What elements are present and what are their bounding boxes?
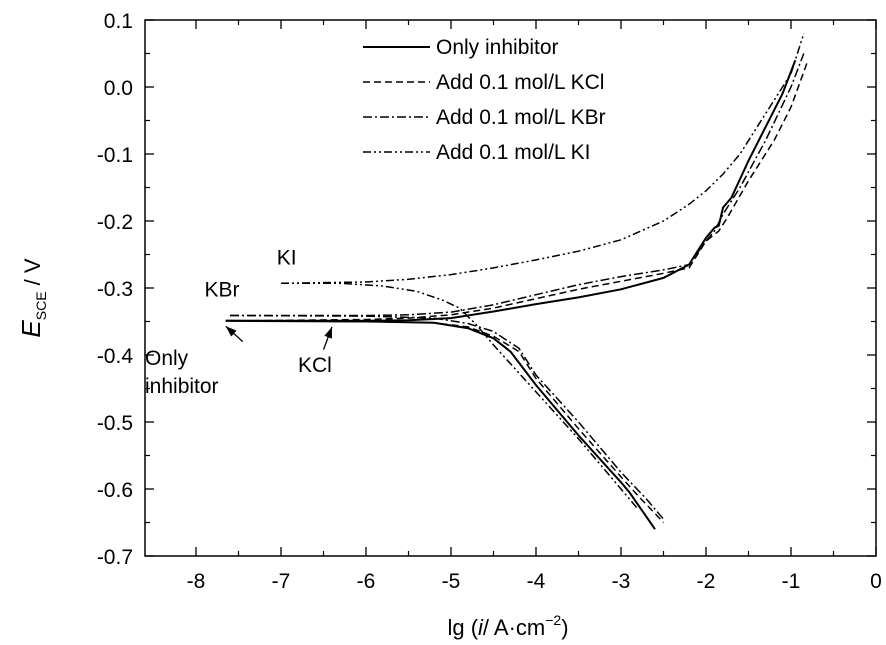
y-tick-label: -0.3	[97, 278, 133, 301]
legend-label: Add 0.1 mol/L KI	[436, 141, 590, 164]
series-line-cathodic	[229, 314, 665, 520]
series-line-cathodic	[225, 319, 656, 530]
annotation-label: Only inhibitor	[145, 347, 219, 398]
y-tick-label: 0.1	[104, 10, 133, 33]
plot-frame	[144, 19, 877, 557]
x-tick-label: -6	[357, 570, 376, 593]
legend-label: Only inhibitor	[436, 36, 559, 59]
series-4	[280, 33, 805, 510]
x-tick-label: -4	[527, 570, 546, 593]
y-tick-label: -0.6	[97, 479, 133, 502]
annotation-label: KCl	[298, 354, 332, 377]
annotation-label: KBr	[205, 279, 240, 302]
series-line-anodic	[242, 59, 809, 322]
series-1	[225, 59, 797, 530]
y-tick-label: -0.7	[97, 546, 133, 569]
annotation-arrowhead	[225, 326, 237, 337]
series-line-cathodic	[242, 320, 665, 524]
y-tick-label: -0.4	[97, 345, 134, 368]
series-group	[225, 33, 809, 530]
x-axis-title: lg (i/ A·cm−2)	[447, 612, 568, 640]
series-line-anodic	[225, 59, 797, 322]
x-tick-label: -7	[272, 570, 291, 593]
legend-label: Add 0.1 mol/L KBr	[436, 106, 606, 129]
series-3	[229, 53, 805, 520]
series-line-anodic	[280, 33, 805, 285]
annotations: KI KBr KCl Only inhibitor	[145, 247, 333, 398]
x-tick-label: -2	[697, 570, 716, 593]
y-tick-label: -0.1	[97, 144, 133, 167]
x-tick-label: -8	[187, 570, 206, 593]
x-tick-label: -1	[782, 570, 801, 593]
y-tick-label: -0.5	[97, 412, 133, 435]
y-tick-label: -0.2	[97, 211, 133, 234]
y-axis-title: ESCE / V	[16, 258, 49, 337]
series-line-cathodic	[281, 282, 639, 510]
series-2	[242, 59, 809, 524]
legend-label: Add 0.1 mol/L KCl	[436, 71, 604, 94]
series-line-anodic	[230, 53, 805, 317]
legend: Only inhibitor Add 0.1 mol/L KCl Add 0.1 m…	[363, 36, 606, 164]
axes: -8 -7 -6 -5 -4 -3 -2 -1 0 0.1 0.0 -0.1 -0.2 -0.3 -0.4 -…	[97, 10, 882, 593]
y-tick-label: 0.0	[104, 77, 133, 100]
x-tick-label: 0	[870, 570, 882, 593]
x-tick-label: -3	[612, 570, 631, 593]
x-tick-label: -5	[442, 570, 461, 593]
annotation-arrowhead	[324, 326, 332, 339]
annotation-label: KI	[277, 247, 297, 270]
